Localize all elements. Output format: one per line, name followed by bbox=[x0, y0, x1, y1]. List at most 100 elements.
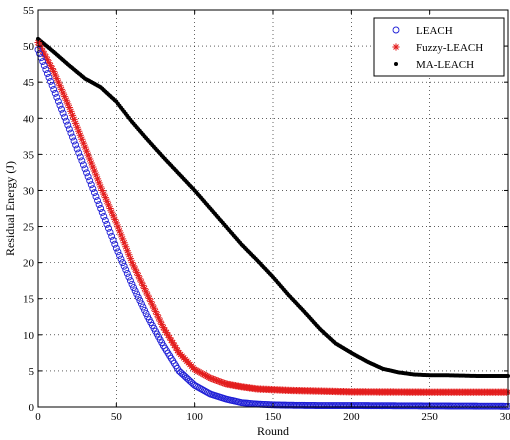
data-point bbox=[42, 53, 50, 61]
data-point bbox=[92, 171, 100, 179]
data-point bbox=[139, 281, 147, 289]
data-point bbox=[84, 173, 92, 181]
series-leach bbox=[34, 46, 510, 410]
data-point bbox=[106, 204, 114, 213]
data-point bbox=[133, 268, 141, 276]
data-point bbox=[116, 251, 123, 259]
data-point bbox=[209, 375, 218, 383]
data-point bbox=[117, 231, 125, 239]
data-point bbox=[103, 197, 111, 205]
data-point bbox=[105, 224, 112, 232]
data-point bbox=[93, 175, 102, 183]
data-point bbox=[98, 209, 106, 216]
data-point bbox=[131, 287, 139, 295]
data-point bbox=[148, 301, 156, 309]
data-point bbox=[86, 177, 94, 185]
data-point bbox=[65, 125, 73, 133]
legend-marker bbox=[394, 62, 398, 66]
data-point bbox=[94, 197, 101, 205]
data-point bbox=[125, 273, 133, 281]
data-point bbox=[39, 58, 47, 66]
data-point bbox=[50, 85, 58, 93]
data-point bbox=[62, 96, 70, 104]
data-point bbox=[97, 205, 105, 212]
data-point bbox=[164, 331, 172, 339]
legend-label: MA-LEACH bbox=[416, 59, 474, 71]
data-point bbox=[123, 270, 131, 277]
data-point bbox=[162, 329, 171, 337]
data-point bbox=[208, 375, 216, 383]
data-point bbox=[92, 193, 100, 201]
x-tick-label: 250 bbox=[421, 411, 438, 423]
data-point bbox=[53, 74, 61, 83]
data-point bbox=[47, 78, 54, 85]
data-point bbox=[51, 71, 59, 79]
data-point bbox=[79, 139, 88, 147]
data-point bbox=[133, 290, 141, 298]
data-point bbox=[87, 159, 95, 167]
data-point bbox=[40, 62, 48, 70]
data-point bbox=[219, 379, 227, 387]
data-point bbox=[167, 336, 175, 344]
y-tick-label: 30 bbox=[23, 185, 35, 197]
data-point bbox=[140, 285, 149, 293]
x-tick-label: 100 bbox=[186, 411, 203, 423]
data-point bbox=[61, 93, 69, 101]
y-tick-label: 55 bbox=[23, 5, 35, 17]
data-point bbox=[82, 147, 91, 155]
ticks: 0 50 100 150 200 250 300 0 5 10 15 20 25 30 35 40 45 50 55 bbox=[23, 5, 510, 423]
data-point bbox=[76, 131, 84, 139]
data-point bbox=[111, 215, 119, 223]
data-point bbox=[78, 157, 86, 165]
data-point bbox=[111, 240, 119, 248]
data-point bbox=[131, 265, 139, 273]
data-point bbox=[151, 307, 160, 315]
data-point bbox=[205, 389, 213, 397]
data-point bbox=[119, 235, 127, 243]
y-tick-label: 45 bbox=[23, 77, 35, 89]
data-point bbox=[117, 255, 125, 263]
data-point bbox=[101, 194, 109, 202]
data-point bbox=[109, 212, 117, 220]
data-point bbox=[61, 113, 69, 121]
y-tick-label: 20 bbox=[23, 258, 35, 270]
series-ma-leach bbox=[36, 36, 510, 378]
data-point bbox=[56, 101, 64, 109]
data-point bbox=[126, 277, 134, 285]
data-point bbox=[129, 262, 138, 270]
data-point bbox=[45, 59, 53, 67]
legend: LEACH Fuzzy-LEACH MA-LEACH bbox=[373, 17, 505, 77]
y-tick-label: 10 bbox=[23, 330, 35, 342]
data-point bbox=[206, 374, 214, 382]
data-point bbox=[87, 181, 95, 189]
data-point bbox=[73, 123, 81, 131]
data-point bbox=[89, 185, 97, 193]
data-point bbox=[90, 189, 98, 197]
data-point bbox=[122, 243, 130, 251]
data-point bbox=[114, 223, 122, 231]
data-point bbox=[43, 56, 51, 64]
data-point bbox=[57, 85, 66, 93]
data-point bbox=[128, 259, 136, 267]
data-point bbox=[48, 64, 56, 73]
data-point bbox=[69, 133, 76, 141]
data-point bbox=[137, 278, 145, 286]
data-point bbox=[40, 50, 48, 58]
data-point bbox=[78, 135, 86, 143]
data-point bbox=[101, 216, 109, 224]
data-point bbox=[72, 119, 80, 127]
data-point bbox=[100, 190, 108, 198]
data-point bbox=[139, 303, 147, 311]
y-axis-label: Residual Energy (J) bbox=[3, 161, 17, 256]
data-point bbox=[54, 97, 62, 105]
data-point bbox=[65, 103, 73, 112]
data-point bbox=[217, 378, 225, 386]
data-point bbox=[104, 201, 113, 209]
data-point bbox=[130, 284, 138, 291]
data-point bbox=[90, 167, 98, 175]
data-point bbox=[56, 82, 64, 90]
data-point bbox=[141, 306, 148, 314]
data-point bbox=[169, 339, 177, 347]
data-point bbox=[81, 165, 89, 173]
data-point bbox=[172, 344, 180, 352]
